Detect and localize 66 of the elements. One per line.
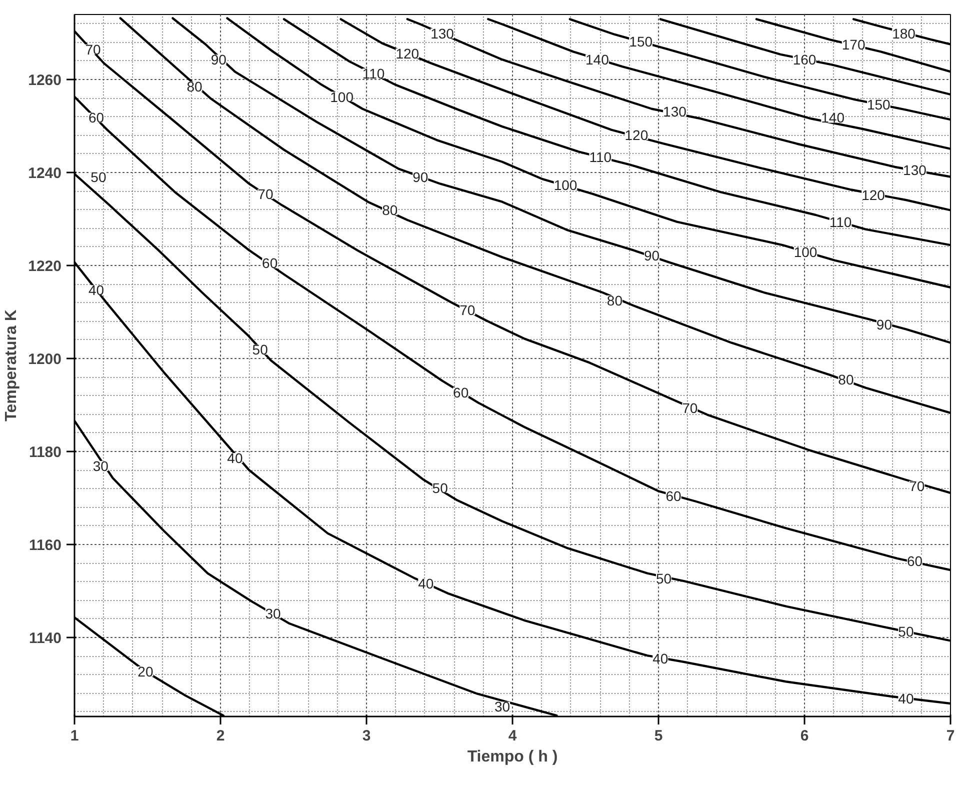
annotation: 110 xyxy=(829,214,852,230)
annotation: 60 xyxy=(453,384,469,400)
annotation: 130 xyxy=(903,162,927,178)
annotation: 110 xyxy=(362,66,385,82)
annotation: 90 xyxy=(412,168,428,185)
annotation: 50 xyxy=(90,168,106,185)
annotation: 100 xyxy=(330,88,354,105)
annotation: 90 xyxy=(876,316,892,333)
annotation: 140 xyxy=(821,110,845,126)
x-tick-label: 2 xyxy=(216,728,225,744)
annotation: 30 xyxy=(265,605,282,622)
annotation: 30 xyxy=(92,458,109,474)
annotation: 100 xyxy=(554,177,578,194)
annotation: 150 xyxy=(866,96,891,113)
annotation: 100 xyxy=(794,244,818,260)
x-tick-label: 6 xyxy=(800,728,809,744)
annotation: 80 xyxy=(186,78,203,95)
annotation: 70 xyxy=(460,302,476,318)
y-tick-label: 1200 xyxy=(28,351,62,368)
y-axis-title: Temperatura K xyxy=(3,309,20,422)
annotation: 120 xyxy=(862,186,886,203)
annotation: 80 xyxy=(838,371,854,388)
x-tick-label: 3 xyxy=(362,728,371,744)
annotation: 150 xyxy=(629,33,653,50)
annotation: 120 xyxy=(396,46,420,62)
annotation: 40 xyxy=(652,650,668,666)
annotation: 50 xyxy=(898,623,914,640)
annotation: 70 xyxy=(85,41,102,58)
y-tick-label: 1160 xyxy=(28,536,62,554)
annotation: 70 xyxy=(909,478,925,494)
x-tick-label: 5 xyxy=(654,728,663,744)
annotation: 130 xyxy=(663,104,687,120)
annotation: 60 xyxy=(906,553,923,570)
annotation: 70 xyxy=(258,186,274,202)
y-tick-label: 1140 xyxy=(28,630,62,647)
annotation: 60 xyxy=(88,110,104,126)
annotation: 50 xyxy=(252,342,268,358)
annotation: 40 xyxy=(227,450,243,466)
annotation: 110 xyxy=(589,148,612,165)
annotation: 50 xyxy=(656,570,672,586)
y-tick-label: 1260 xyxy=(28,72,62,90)
annotation: 60 xyxy=(262,255,278,272)
x-tick-label: 4 xyxy=(508,728,518,744)
annotation: 90 xyxy=(210,52,227,68)
annotation: 170 xyxy=(842,36,866,52)
annotation: 70 xyxy=(682,400,698,416)
x-axis-title: Tiempo ( h ) xyxy=(467,748,558,766)
annotation: 160 xyxy=(792,52,816,68)
annotation: 30 xyxy=(494,698,510,715)
y-tick-label: 1180 xyxy=(28,444,62,462)
annotation: 120 xyxy=(624,126,648,143)
annotation: 40 xyxy=(88,282,104,298)
annotation: 80 xyxy=(606,292,623,308)
annotation: 40 xyxy=(418,576,434,592)
annotation: 180 xyxy=(892,26,916,42)
annotation: 60 xyxy=(666,488,682,504)
annotation: 40 xyxy=(898,690,914,706)
y-tick-label: 1220 xyxy=(28,258,62,276)
x-tick-label: 1 xyxy=(70,728,79,744)
annotation: 140 xyxy=(586,52,610,68)
y-tick-label: 1240 xyxy=(28,165,62,182)
x-tick-label: 7 xyxy=(946,728,955,744)
annotation: 50 xyxy=(432,480,448,496)
annotation: 130 xyxy=(430,26,454,42)
annotation: 80 xyxy=(382,202,398,218)
annotation: 90 xyxy=(644,247,660,264)
